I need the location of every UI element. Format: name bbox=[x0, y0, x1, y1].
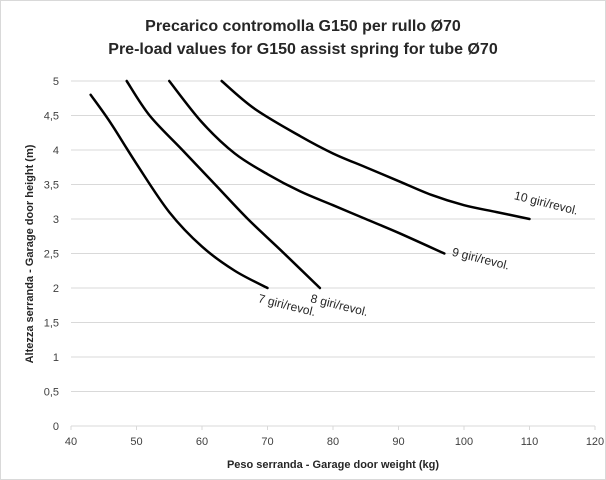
chart-title: Precarico contromolla G150 per rullo Ø70 bbox=[145, 18, 461, 35]
y-tick-label: 5 bbox=[53, 76, 59, 88]
x-tick-label: 120 bbox=[586, 436, 604, 448]
y-tick-label: 1 bbox=[53, 352, 59, 364]
y-axis-title: Altezza serranda - Garage door height (m… bbox=[24, 144, 36, 363]
y-tick-label: 0 bbox=[53, 421, 59, 433]
x-tick-label: 80 bbox=[327, 436, 339, 448]
y-tick-label: 1,5 bbox=[44, 318, 59, 330]
series-line bbox=[125, 79, 322, 290]
y-tick-label: 0,5 bbox=[44, 387, 59, 399]
x-tick-label: 50 bbox=[130, 436, 142, 448]
y-tick-label: 3 bbox=[53, 214, 59, 226]
series-label: 7 giri/revol. bbox=[257, 291, 317, 319]
gridlines bbox=[71, 80, 595, 392]
series-line bbox=[89, 93, 269, 290]
x-tick-label: 90 bbox=[392, 436, 404, 448]
series-line bbox=[168, 79, 446, 255]
x-tick-label: 70 bbox=[261, 436, 273, 448]
x-tick-label: 60 bbox=[196, 436, 208, 448]
y-tick-label: 4 bbox=[53, 145, 59, 157]
y-axis-ticks: 0 0,5 1 1,5 2 2,5 3 3,5 4 4,5 5 bbox=[44, 76, 59, 433]
series-lines bbox=[89, 79, 531, 290]
x-tick-label: 40 bbox=[65, 436, 77, 448]
series-label: 9 giri/revol. bbox=[451, 245, 511, 273]
chart-subtitle: Pre-load values for G150 assist spring f… bbox=[108, 41, 498, 58]
series-label: 10 giri/revol. bbox=[513, 188, 580, 217]
y-tick-label: 4,5 bbox=[44, 111, 59, 123]
y-tick-label: 3,5 bbox=[44, 180, 59, 192]
x-axis-ticks: 40 50 60 70 80 90 100 110 120 bbox=[65, 426, 604, 448]
y-tick-label: 2 bbox=[53, 283, 59, 295]
y-tick-label: 2,5 bbox=[44, 249, 59, 261]
x-tick-label: 110 bbox=[521, 436, 539, 448]
series-label: 8 giri/revol. bbox=[309, 291, 369, 319]
series-line bbox=[220, 79, 531, 221]
x-axis-title: Peso serranda - Garage door weight (kg) bbox=[227, 459, 439, 471]
x-tick-label: 100 bbox=[455, 436, 473, 448]
